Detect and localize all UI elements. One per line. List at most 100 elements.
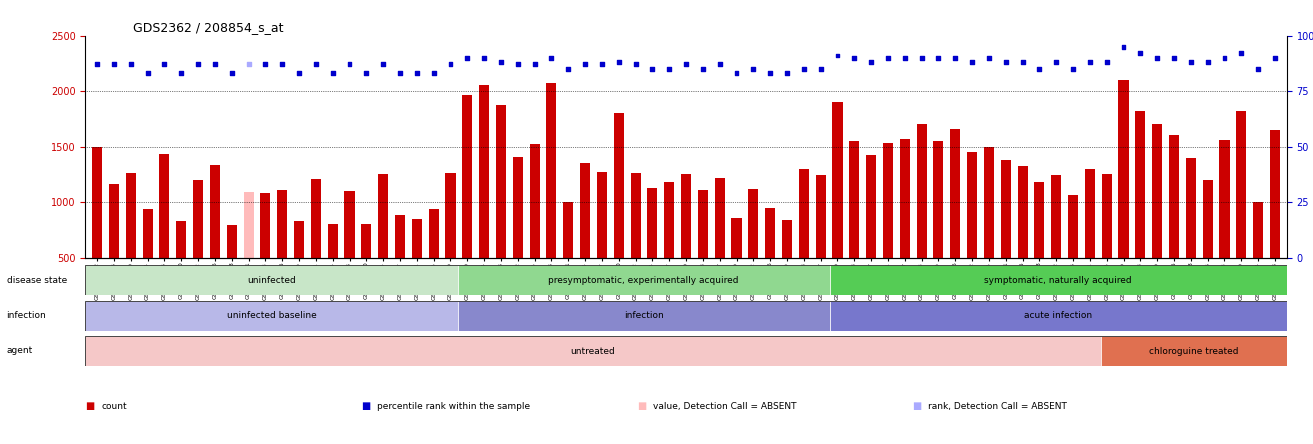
Bar bbox=[529, 144, 540, 313]
Bar bbox=[1136, 111, 1145, 313]
Bar bbox=[832, 102, 843, 313]
Point bbox=[1163, 54, 1184, 61]
Bar bbox=[159, 155, 169, 313]
Point bbox=[339, 61, 360, 68]
Point bbox=[995, 59, 1016, 66]
Bar bbox=[1203, 180, 1213, 313]
Bar bbox=[613, 113, 624, 313]
Point bbox=[1146, 54, 1167, 61]
Point bbox=[289, 70, 310, 77]
Bar bbox=[697, 190, 708, 313]
Point bbox=[188, 61, 209, 68]
FancyBboxPatch shape bbox=[458, 265, 830, 295]
Point bbox=[760, 70, 781, 77]
Bar bbox=[1102, 174, 1112, 313]
Point bbox=[104, 61, 125, 68]
Bar bbox=[1169, 135, 1179, 313]
Point bbox=[709, 61, 730, 68]
Bar bbox=[934, 141, 944, 313]
Point bbox=[238, 61, 259, 68]
Text: uninfected: uninfected bbox=[247, 276, 295, 285]
Point bbox=[1113, 43, 1134, 50]
Point bbox=[1180, 59, 1201, 66]
Point bbox=[1215, 54, 1236, 61]
Point bbox=[373, 61, 394, 68]
Bar bbox=[496, 106, 506, 313]
Bar bbox=[580, 163, 590, 313]
Text: value, Detection Call = ABSENT: value, Detection Call = ABSENT bbox=[653, 402, 796, 411]
Bar bbox=[260, 193, 270, 313]
Point bbox=[978, 54, 999, 61]
Bar bbox=[361, 224, 372, 313]
Bar bbox=[546, 83, 557, 313]
Bar bbox=[1237, 111, 1246, 313]
Text: untreated: untreated bbox=[571, 347, 616, 356]
Text: percentile rank within the sample: percentile rank within the sample bbox=[377, 402, 530, 411]
FancyBboxPatch shape bbox=[85, 265, 458, 295]
Bar bbox=[462, 95, 473, 313]
Bar bbox=[1220, 140, 1229, 313]
Point bbox=[608, 59, 629, 66]
Point bbox=[844, 54, 865, 61]
Bar bbox=[344, 191, 355, 313]
Point bbox=[1029, 65, 1050, 72]
Bar bbox=[983, 147, 994, 313]
Bar bbox=[277, 190, 288, 313]
Bar bbox=[850, 141, 859, 313]
Point bbox=[491, 59, 512, 66]
FancyBboxPatch shape bbox=[85, 336, 1100, 366]
Point bbox=[322, 70, 343, 77]
Text: count: count bbox=[101, 402, 127, 411]
Point bbox=[121, 61, 142, 68]
Point bbox=[440, 61, 461, 68]
Point bbox=[928, 54, 949, 61]
Point bbox=[1230, 50, 1251, 57]
Point bbox=[793, 65, 814, 72]
Bar bbox=[445, 173, 456, 313]
Text: GDS2362 / 208854_s_at: GDS2362 / 208854_s_at bbox=[134, 21, 284, 34]
Bar bbox=[748, 189, 759, 313]
Point bbox=[558, 65, 579, 72]
Text: acute infection: acute infection bbox=[1024, 311, 1092, 320]
Text: disease state: disease state bbox=[7, 276, 67, 285]
Bar bbox=[731, 218, 742, 313]
Bar bbox=[783, 220, 792, 313]
FancyBboxPatch shape bbox=[830, 265, 1287, 295]
Bar bbox=[647, 188, 658, 313]
Bar bbox=[126, 173, 135, 313]
Bar bbox=[193, 180, 204, 313]
Bar bbox=[1270, 130, 1280, 313]
Point bbox=[524, 61, 545, 68]
Bar bbox=[243, 192, 253, 313]
Text: ■: ■ bbox=[85, 401, 95, 411]
Point bbox=[1079, 59, 1100, 66]
Bar bbox=[109, 184, 119, 313]
Point bbox=[860, 59, 881, 66]
Point bbox=[911, 54, 932, 61]
Text: agent: agent bbox=[7, 346, 33, 355]
Bar bbox=[798, 169, 809, 313]
Text: ■: ■ bbox=[913, 401, 922, 411]
Point bbox=[743, 65, 764, 72]
Point bbox=[137, 70, 158, 77]
Point bbox=[945, 54, 966, 61]
Text: ■: ■ bbox=[361, 401, 370, 411]
Bar bbox=[412, 219, 421, 313]
Point bbox=[827, 52, 848, 59]
Text: presymptomatic, experimentally acquired: presymptomatic, experimentally acquired bbox=[549, 276, 739, 285]
Point bbox=[406, 70, 427, 77]
Text: uninfected baseline: uninfected baseline bbox=[227, 311, 316, 320]
Point bbox=[810, 65, 831, 72]
Bar bbox=[1119, 80, 1129, 313]
Bar bbox=[968, 152, 977, 313]
Bar bbox=[681, 174, 691, 313]
Point bbox=[776, 70, 797, 77]
Point bbox=[1264, 54, 1285, 61]
Point bbox=[575, 61, 596, 68]
Bar bbox=[1018, 166, 1028, 313]
Bar bbox=[899, 139, 910, 313]
Point bbox=[659, 65, 680, 72]
Bar bbox=[714, 178, 725, 313]
Text: rank, Detection Call = ABSENT: rank, Detection Call = ABSENT bbox=[928, 402, 1067, 411]
Point bbox=[692, 65, 713, 72]
